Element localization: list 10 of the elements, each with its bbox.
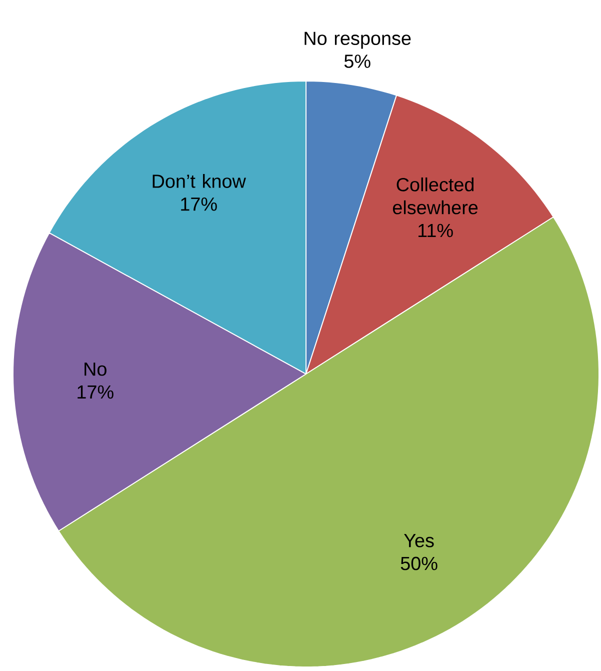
- slice-label: Yes: [404, 534, 434, 548]
- slice-label: Don’t know: [152, 174, 246, 188]
- slice-label: No response: [304, 32, 411, 49]
- slice-label: No: [84, 362, 106, 376]
- data-label: 17%: [181, 198, 217, 211]
- data-label: 17%: [78, 385, 114, 399]
- data-label: 50%: [400, 556, 438, 570]
- slice-label: Collected elsewhere: [392, 177, 478, 214]
- data-label: 11%: [418, 224, 453, 238]
- data-label: 5%: [344, 54, 370, 68]
